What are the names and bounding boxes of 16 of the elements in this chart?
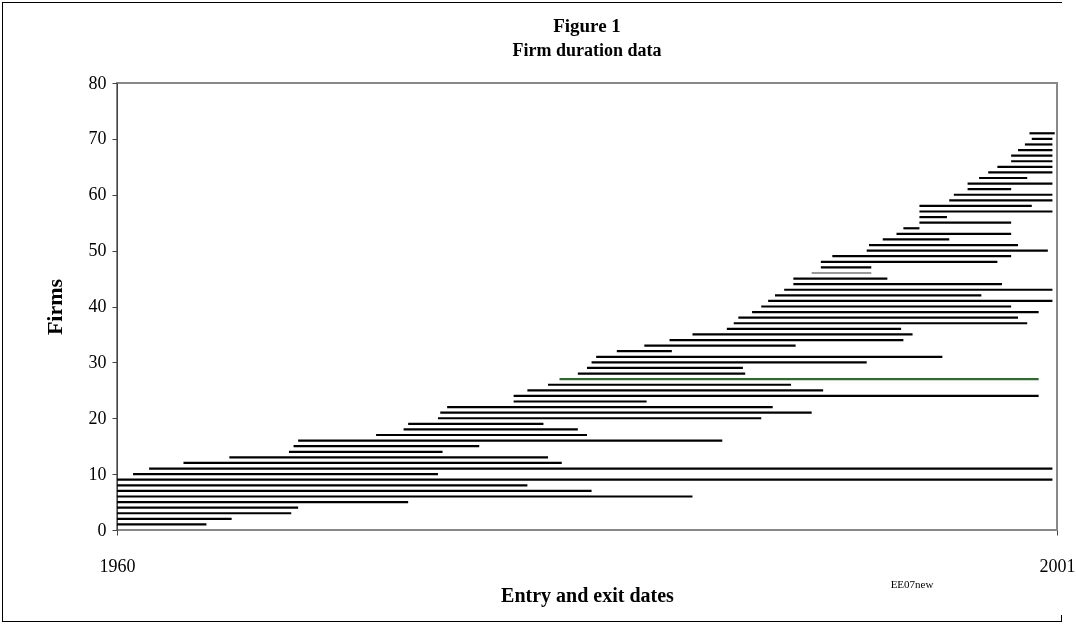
x-tick-label: 1960: [99, 555, 136, 576]
y-axis-title: Firms: [41, 278, 67, 336]
y-tick-label: 0: [97, 519, 107, 540]
y-tick-label: 30: [88, 351, 107, 372]
chart-subtitle: Firm duration data: [512, 40, 662, 60]
y-tick-label: 40: [88, 296, 107, 316]
y-tick-label: 70: [88, 128, 107, 149]
y-tick-label: 50: [88, 240, 107, 261]
y-tick-label: 80: [88, 72, 107, 93]
y-tick-label: 60: [88, 184, 107, 205]
y-tick-label: 10: [88, 463, 107, 484]
text: EE07new: [890, 578, 934, 590]
x-axis-title: Entry and exit dates: [501, 583, 675, 607]
x-tick-label: 2001: [1039, 555, 1076, 576]
y-tick-label: 20: [88, 407, 107, 428]
chart-title: Figure 1: [553, 15, 621, 36]
